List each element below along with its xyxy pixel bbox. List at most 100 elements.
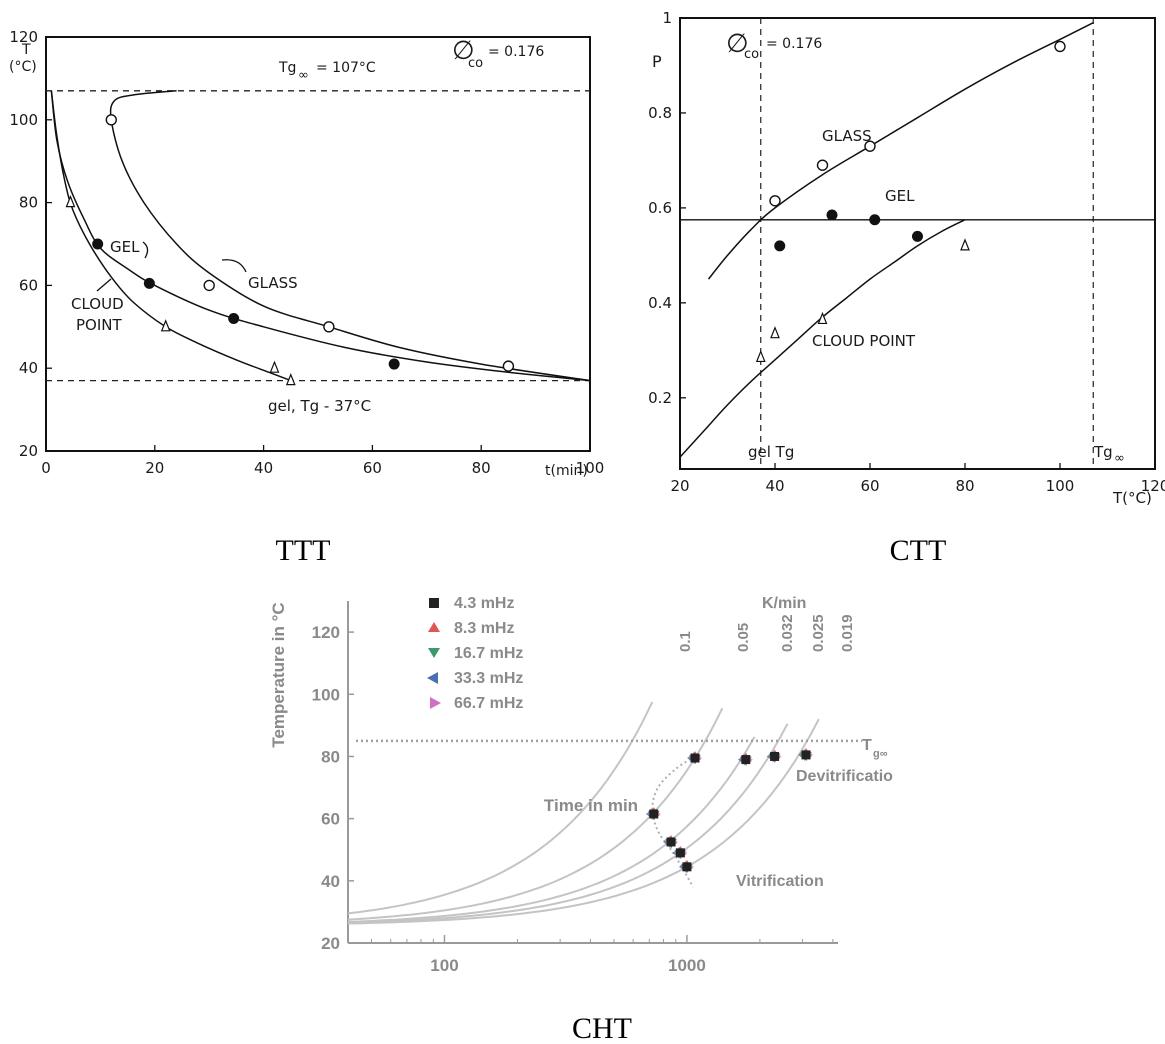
ttt-cloud-arrow xyxy=(96,278,112,292)
cht-data-point xyxy=(672,845,688,859)
ttt-curve-cloud-point xyxy=(50,90,292,382)
ctt-point-cloud-point xyxy=(755,349,766,363)
cht-marker-4-3 xyxy=(666,837,676,847)
ctt-ytick-label: 0.8 xyxy=(648,104,672,122)
cht-data-point xyxy=(766,749,782,763)
ttt-xtick-label: 100 xyxy=(576,459,605,477)
cht-legend-item: 66.7 mHz xyxy=(430,695,523,712)
ttt-point-glass xyxy=(203,279,215,292)
cht-legend-marker xyxy=(429,598,439,608)
ttt-glass-annotation: GLASS xyxy=(248,274,298,292)
ttt-gel-arrow xyxy=(142,241,149,259)
cht-data-point xyxy=(645,806,661,820)
ctt-xtick-label: 100 xyxy=(1046,477,1075,495)
cht-chart: 100 1000 20 40 60 80 100 120 0.1 0.05 0.032 0.025… xyxy=(269,595,893,975)
ttt-xtick-label: 60 xyxy=(363,459,382,477)
cht-vitrification-guide xyxy=(651,755,696,888)
ttt-point-cloud-point xyxy=(65,194,76,208)
ctt-xtick-label: 120 xyxy=(1141,477,1165,495)
cht-heating-curve-3 xyxy=(347,723,789,924)
ttt-cloud-annotation: CLOUD xyxy=(71,295,124,313)
cht-legend-marker xyxy=(428,622,440,632)
cht-legend-label: 66.7 mHz xyxy=(454,695,523,712)
ttt-point-gel xyxy=(92,238,104,250)
cht-legend-marker xyxy=(428,648,440,658)
cht-ytick-label: 20 xyxy=(321,934,340,953)
cht-xtick-label: 100 xyxy=(430,956,458,975)
cht-legend-title: K/min xyxy=(762,595,806,612)
ttt-ytick-label: 40 xyxy=(19,359,38,377)
ctt-xtick-label: 60 xyxy=(860,477,879,495)
cht-heating-curve-1 xyxy=(347,707,724,921)
ttt-ylabel-unit: (°C) xyxy=(9,59,37,75)
ttt-gel-annotation: GEL xyxy=(110,238,140,256)
cht-ytick-label: 40 xyxy=(321,872,340,891)
cht-legend-marker xyxy=(427,672,438,684)
ctt-ytick-label: 0.2 xyxy=(648,389,672,407)
ctt-chart: 20 40 60 80 100 120 0.2 0.4 0.6 0.8 1 P T(°C) ∅ c… xyxy=(648,9,1165,507)
ttt-point-gel xyxy=(143,277,155,289)
ctt-point-gel xyxy=(869,214,881,226)
cht-marker-4-3 xyxy=(675,848,685,858)
ttt-curve-glass xyxy=(109,90,591,382)
cht-legend-label: 8.3 mHz xyxy=(454,620,514,637)
ttt-point-annotation: POINT xyxy=(76,316,122,334)
ttt-point-cloud-point xyxy=(269,360,280,373)
cht-ytick-label: 60 xyxy=(321,810,340,829)
cht-data-point xyxy=(687,751,703,765)
ttt-phi-sub: co xyxy=(468,56,483,71)
ttt-xtick-label: 20 xyxy=(145,459,164,477)
cht-heating-curve-2 xyxy=(347,736,756,923)
ctt-point-glass xyxy=(816,159,829,171)
cht-legend-item: 33.3 mHz xyxy=(427,670,523,687)
ctt-phi-value: = 0.176 xyxy=(766,36,822,52)
cht-marker-4-3 xyxy=(801,750,811,760)
ctt-point-gel xyxy=(912,230,923,242)
cht-tg-sub: g∞ xyxy=(873,748,888,760)
ttt-xtick-label: 40 xyxy=(254,459,273,477)
ctt-phi-symbol: ∅ xyxy=(726,29,749,59)
ctt-curve-glass xyxy=(707,22,1094,280)
ctt-point-cloud-point xyxy=(960,238,970,251)
ctt-ytick-label: 0.6 xyxy=(648,199,672,217)
cht-xtick-label: 1000 xyxy=(668,956,706,975)
ttt-point-cloud-point xyxy=(160,319,171,332)
cht-ylabel: Temperature in °C xyxy=(269,602,288,747)
ttt-point-glass xyxy=(502,360,515,372)
cht-marker-4-3 xyxy=(690,753,700,763)
cht-legend-item: 16.7 mHz xyxy=(428,645,523,662)
ttt-point-glass xyxy=(105,114,117,126)
ctt-frame xyxy=(679,17,1156,470)
ttt-ytick-label: 20 xyxy=(19,442,38,460)
cht-heating-curve-0 xyxy=(347,701,654,915)
ttt-point-gel xyxy=(388,358,400,370)
ttt-phi-value: = 0.176 xyxy=(488,44,544,60)
cht-ytick-label: 100 xyxy=(312,685,340,704)
cht-rate-label: 0.032 xyxy=(779,614,796,652)
ctt-cloud-annotation: CLOUD POINT xyxy=(812,332,916,350)
ttt-point-glass xyxy=(323,321,335,333)
ctt-ytick-label: 0.4 xyxy=(648,294,672,312)
ctt-point-cloud-point xyxy=(817,311,828,325)
ttt-point-cloud-point xyxy=(285,373,296,386)
cht-legend-item: 4.3 mHz xyxy=(429,595,514,612)
caption-ttt: TTT xyxy=(276,534,331,567)
ttt-tg-inf-value: = 107°C xyxy=(316,60,376,76)
ctt-xlabel: T(°C) xyxy=(1112,489,1152,507)
ctt-point-glass xyxy=(769,195,781,207)
ttt-ytick-label: 80 xyxy=(19,194,38,212)
caption-ctt: CTT xyxy=(890,534,947,567)
cht-rate-label: 0.025 xyxy=(810,614,827,652)
ctt-point-gel xyxy=(826,209,838,221)
ttt-frame xyxy=(45,36,591,452)
ttt-curve-gel xyxy=(50,90,591,382)
cht-marker-4-3 xyxy=(682,862,692,872)
ttt-xtick-label: 80 xyxy=(472,459,491,477)
ctt-tg-inf-label: Tg xyxy=(1093,443,1113,461)
ttt-ytick-label: 100 xyxy=(9,111,38,129)
ctt-point-glass xyxy=(1054,40,1066,53)
ctt-tg-inf-sub: ∞ xyxy=(1114,451,1125,466)
ttt-glass-arrow xyxy=(221,259,247,273)
ctt-ytick-label: 1 xyxy=(662,9,672,27)
